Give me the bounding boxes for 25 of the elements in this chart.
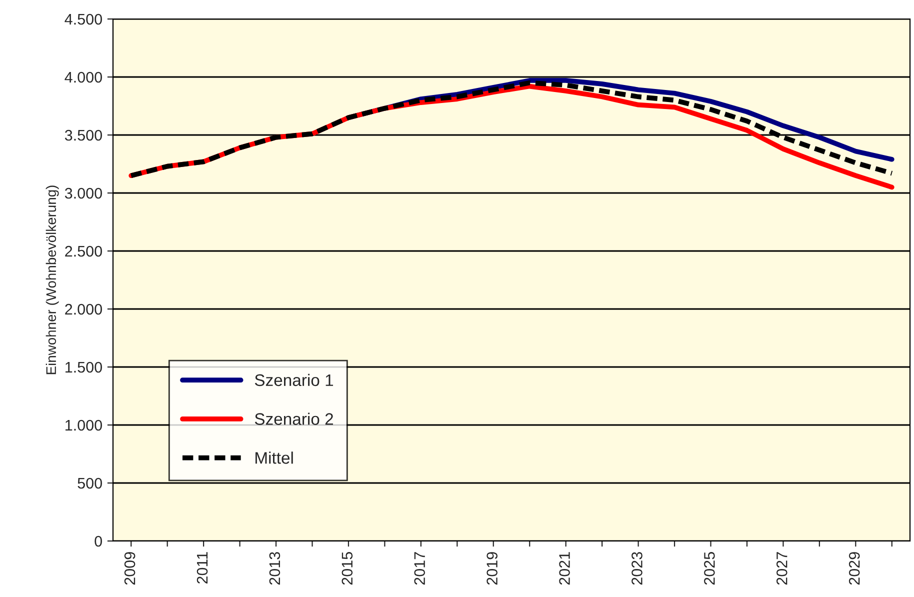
x-tick-label: 2019 — [486, 552, 498, 585]
x-tick-label: 2013 — [269, 552, 280, 585]
x-tick-label: 2017 — [414, 552, 426, 585]
x-tick-label: 2011 — [196, 552, 208, 584]
x-tick-label: 2009 — [124, 552, 136, 585]
y-tick-label: 4.500 — [64, 14, 102, 25]
y-tick-label: 500 — [78, 478, 102, 489]
y-tick-label: 1.500 — [66, 362, 102, 373]
x-tick-label: 2029 — [848, 552, 860, 585]
y-tick-label: 3.500 — [64, 130, 102, 141]
y-tick-label: 4.000 — [64, 72, 102, 83]
legend-label: Szenario 1 — [254, 374, 334, 386]
x-tick-label: 2027 — [776, 552, 788, 585]
x-tick-label: 2015 — [342, 552, 353, 585]
y-axis-title: Einwohner (Wohnbevölkerung) — [46, 186, 59, 374]
legend-label: Szenario 2 — [254, 412, 333, 425]
x-tick-label: 2023 — [632, 552, 642, 585]
y-tick-label: 2.500 — [65, 246, 102, 257]
y-tick-label: 1.000 — [66, 420, 102, 431]
x-tick-label: 2021 — [559, 552, 570, 585]
y-tick-label: 0 — [94, 536, 102, 547]
y-tick-label: 3.000 — [64, 188, 102, 199]
legend-label: Mittel — [256, 452, 293, 464]
y-tick-label: 2.000 — [65, 304, 102, 315]
x-tick-label: 2025 — [704, 552, 715, 585]
